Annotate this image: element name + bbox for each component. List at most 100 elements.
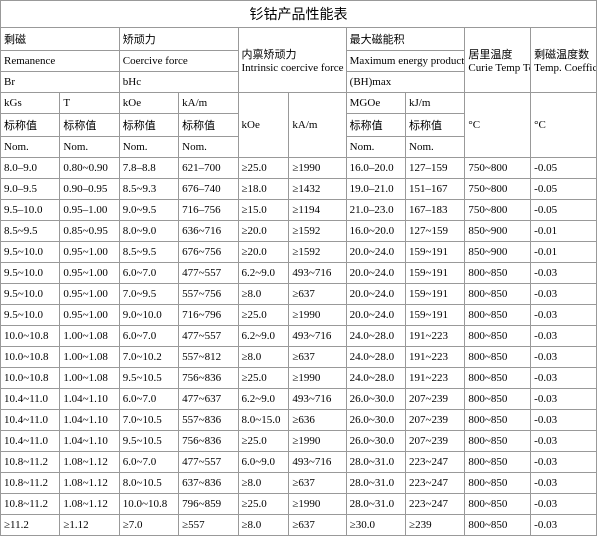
unit-mgoe: MGOe [346,93,405,114]
nom-cn: 标称值 [1,114,60,137]
table-cell: 191~223 [406,347,465,368]
table-cell: 19.0–21.0 [346,179,405,200]
table-row: 10.8~11.21.08~1.128.0~10.5637~836≥8.0≥63… [1,473,597,494]
table-cell: 207~239 [406,410,465,431]
table-cell: 28.0~31.0 [346,473,405,494]
table-cell: 9.5~10.0 [1,263,60,284]
table-cell: -0.05 [531,158,597,179]
table-row: 10.0~10.81.00~1.086.0~7.0477~5576.2~9.04… [1,326,597,347]
table-cell: 28.0~31.0 [346,494,405,515]
table-cell: 621–700 [179,158,238,179]
table-row: 9.0–9.50.90–0.958.5~9.3676–740≥18.0≥1432… [1,179,597,200]
table-cell: 750~800 [465,179,531,200]
table-cell: 493~716 [289,326,346,347]
hdr-intrinsic-en-text: Intrinsic coercive force iHc [242,62,347,74]
table-cell: 7.0~10.5 [119,410,178,431]
hdr-tempcoef: 剩磁温度数 Temp. Coefficient ΔBd/Bd [531,28,597,93]
table-cell: ≥8.0 [238,284,289,305]
table-cell: 1.08~1.12 [60,494,119,515]
table-cell: ≥637 [289,473,346,494]
table-cell: 6.0~7.0 [119,263,178,284]
table-cell: 557~812 [179,347,238,368]
hdr-remanence-en: Remanence [1,51,120,72]
table-cell: 637~836 [179,473,238,494]
table-row: 8.0–9.00.80~0.907.8–8.8621–700≥25.0≥1990… [1,158,597,179]
table-cell: ≥20.0 [238,221,289,242]
table-cell: ≥1990 [289,305,346,326]
nom-cn: 标称值 [406,114,465,137]
table-cell: 9.5~10.5 [119,368,178,389]
table-cell: 0.95~1.00 [60,242,119,263]
table-cell: 800~850 [465,410,531,431]
table-cell: 756~836 [179,368,238,389]
table-cell: 10.8~11.2 [1,452,60,473]
table-cell: 1.00~1.08 [60,326,119,347]
table-cell: -0.03 [531,494,597,515]
table-cell: 191~223 [406,326,465,347]
table-cell: 127~159 [406,221,465,242]
table-cell: 1.04~1.10 [60,431,119,452]
table-cell: 796~859 [179,494,238,515]
table-cell: 6.2~9.0 [238,326,289,347]
unit-t: T [60,93,119,114]
table-cell: 557~836 [179,410,238,431]
table-cell: 9.0–9.5 [1,179,60,200]
table-cell: ≥7.0 [119,515,178,536]
hdr-br: Br [1,72,120,93]
table-row: 10.4~11.01.04~1.107.0~10.5557~8368.0~15.… [1,410,597,431]
unit-kjm: kJ/m [406,93,465,114]
table-cell: 1.08~1.12 [60,473,119,494]
table-cell: 10.0~10.8 [1,326,60,347]
table-row: 10.0~10.81.00~1.087.0~10.2557~812≥8.0≥63… [1,347,597,368]
table-cell: 26.0~30.0 [346,389,405,410]
spec-table: 钐钴产品性能表 剩磁 矫顽力 内禀矫顽力 Intrinsic coercive … [0,0,597,536]
nom-en: Nom. [346,137,405,158]
table-row: 9.5~10.00.95~1.007.0~9.5557~756≥8.0≥6372… [1,284,597,305]
unit-c1: °C [465,93,531,158]
table-cell: 800~850 [465,515,531,536]
table-cell: ≥1592 [289,242,346,263]
table-cell: 7.0~9.5 [119,284,178,305]
table-cell: 20.0~24.0 [346,263,405,284]
hdr-tempcoef-en: Temp. Coefficient ΔBd/Bd [534,62,596,74]
table-cell: ≥25.0 [238,368,289,389]
table-cell: 0.85~0.95 [60,221,119,242]
table-cell: 8.0~10.5 [119,473,178,494]
table-cell: -0.03 [531,368,597,389]
table-cell: 1.00~1.08 [60,368,119,389]
table-cell: 167–183 [406,200,465,221]
hdr-tempcoef-cn: 剩磁温度数 [534,49,589,61]
table-cell: 9.0~10.0 [119,305,178,326]
table-cell: ≥25.0 [238,494,289,515]
table-cell: -0.03 [531,473,597,494]
table-cell: 20.0~24.0 [346,284,405,305]
hdr-remanence-cn: 剩磁 [1,28,120,51]
table-cell: 800~850 [465,452,531,473]
nom-cn: 标称值 [179,114,238,137]
table-cell: -0.03 [531,515,597,536]
table-cell: 223~247 [406,473,465,494]
nom-cn: 标称值 [346,114,405,137]
table-cell: 1.08~1.12 [60,452,119,473]
table-cell: 6.0~7.0 [119,452,178,473]
table-cell: 0.95~1.00 [60,284,119,305]
table-cell: 21.0–23.0 [346,200,405,221]
unit-kam2: kA/m [289,93,346,158]
table-cell: 850~900 [465,221,531,242]
table-cell: 8.5~9.5 [119,242,178,263]
table-cell: -0.03 [531,263,597,284]
table-cell: 9.5~10.5 [119,431,178,452]
table-cell: 207~239 [406,431,465,452]
table-cell: 800~850 [465,284,531,305]
table-cell: 24.0~28.0 [346,347,405,368]
table-cell: 8.5~9.5 [1,221,60,242]
table-cell: 159~191 [406,242,465,263]
table-cell: ≥1432 [289,179,346,200]
table-cell: ≥25.0 [238,305,289,326]
table-cell: 716~796 [179,305,238,326]
table-cell: 8.0–9.0 [1,158,60,179]
table-cell: 151–167 [406,179,465,200]
table-cell: 6.0~7.0 [119,389,178,410]
table-row: 9.5~10.00.95~1.008.5~9.5676~756≥20.0≥159… [1,242,597,263]
table-cell: ≥18.0 [238,179,289,200]
